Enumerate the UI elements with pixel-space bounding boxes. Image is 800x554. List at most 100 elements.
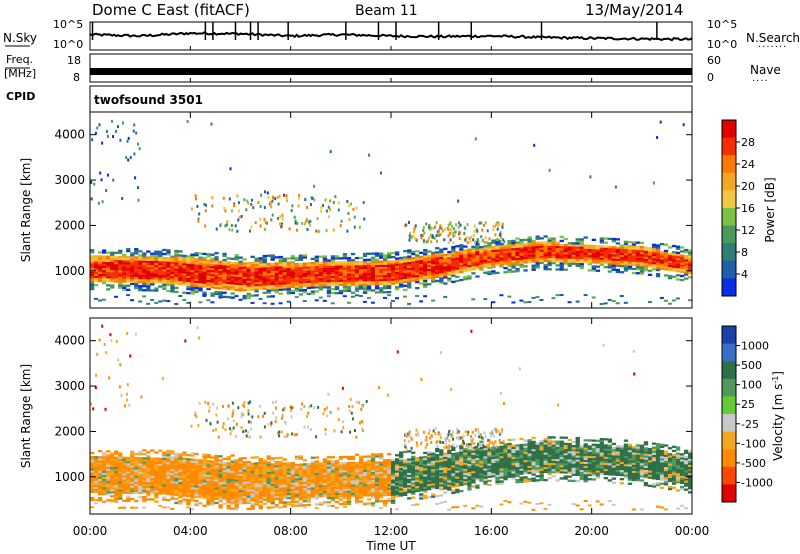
velocity-cell <box>210 483 215 486</box>
velocity-cell <box>114 470 119 474</box>
power-cell <box>571 246 576 249</box>
power-cell <box>266 281 271 284</box>
velocity-cell <box>334 496 340 500</box>
velocity-cell <box>395 466 400 469</box>
velocity-cell <box>166 468 171 471</box>
power-cell <box>511 256 516 259</box>
velocity-cell <box>467 471 472 475</box>
power-cell <box>599 303 604 305</box>
power-cell <box>435 267 440 270</box>
power-cell <box>246 199 249 203</box>
power-cell <box>170 257 175 260</box>
power-cell <box>366 281 372 284</box>
velocity-cell <box>266 455 271 458</box>
power-cell <box>259 205 262 208</box>
power-cell <box>374 252 380 255</box>
velocity-cell <box>403 459 408 462</box>
power-cell <box>250 294 255 297</box>
velocity-cell <box>210 493 215 496</box>
velocity-cell <box>242 461 247 464</box>
power-cell <box>202 273 207 276</box>
power-cell <box>346 261 352 264</box>
velocity-cell <box>118 483 123 486</box>
power-cell <box>130 299 135 302</box>
power-cell <box>559 248 564 251</box>
power-cell <box>495 249 500 252</box>
power-cell <box>282 269 287 273</box>
power-cell <box>352 207 355 211</box>
velocity-cell <box>290 468 295 471</box>
power-cell <box>575 258 580 261</box>
power-cell <box>611 246 616 249</box>
velocity-cell <box>274 491 279 494</box>
power-cell <box>407 273 412 277</box>
power-cell <box>242 280 247 283</box>
power-cell <box>274 270 279 273</box>
velocity-cell <box>459 475 464 478</box>
velocity-cell <box>250 485 255 488</box>
velocity-cell <box>106 450 111 453</box>
velocity-cell <box>262 492 267 495</box>
power-cell <box>583 244 588 247</box>
power-cell <box>342 281 348 284</box>
velocity-cell <box>250 499 255 502</box>
power-cell <box>559 245 564 249</box>
power-cell <box>298 283 303 286</box>
power-cell <box>374 270 380 274</box>
velocity-cell <box>483 447 488 451</box>
velocity-cell <box>146 483 151 487</box>
velocity-cell <box>282 505 287 508</box>
power-cell <box>455 269 460 272</box>
power-cell <box>233 204 235 208</box>
velocity-cell <box>150 486 155 489</box>
velocity-cell <box>174 501 179 504</box>
power-cell <box>603 251 608 254</box>
power-cell <box>680 270 685 274</box>
velocity-cell <box>274 505 279 509</box>
power-cell <box>379 276 384 280</box>
power-cell <box>210 274 215 277</box>
power-cell <box>387 270 392 273</box>
velocity-cell <box>447 508 452 511</box>
velocity-cell <box>403 463 408 466</box>
velocity-cell <box>114 487 119 490</box>
velocity-cell <box>290 484 295 487</box>
velocity-cell <box>391 458 396 462</box>
power-cell <box>250 225 253 229</box>
velocity-cell <box>254 476 259 479</box>
velocity-cell <box>479 452 484 456</box>
velocity-cell <box>170 489 175 492</box>
power-cell <box>551 253 556 257</box>
power-cell <box>254 294 259 297</box>
power-cell <box>263 218 266 222</box>
power-cell <box>315 229 318 233</box>
velocity-cell <box>391 473 396 476</box>
velocity-cell <box>411 465 416 469</box>
power-cell <box>218 287 223 290</box>
velocity-cell <box>395 484 400 487</box>
power-cell <box>340 219 343 223</box>
power-cell <box>250 286 255 289</box>
velocity-cell <box>431 462 436 466</box>
power-cell <box>684 257 689 260</box>
velocity-cell <box>162 467 167 471</box>
velocity-cell <box>114 479 119 482</box>
power-cell <box>575 238 580 241</box>
power-cell <box>330 267 336 270</box>
velocity-cell <box>290 472 295 475</box>
power-cell <box>325 229 328 233</box>
velocity-cell <box>326 464 332 467</box>
velocity-cell <box>354 496 360 499</box>
power-cell <box>166 257 171 260</box>
power-cell <box>174 303 179 305</box>
power-cell <box>423 249 428 252</box>
velocity-cell <box>350 474 356 477</box>
velocity-cell <box>138 495 143 499</box>
velocity-cell <box>270 498 275 501</box>
velocity-cell <box>391 462 396 466</box>
velocity-cell <box>362 503 367 506</box>
power-cell <box>659 257 665 260</box>
power-cell <box>663 255 669 259</box>
power-cell <box>479 264 484 267</box>
